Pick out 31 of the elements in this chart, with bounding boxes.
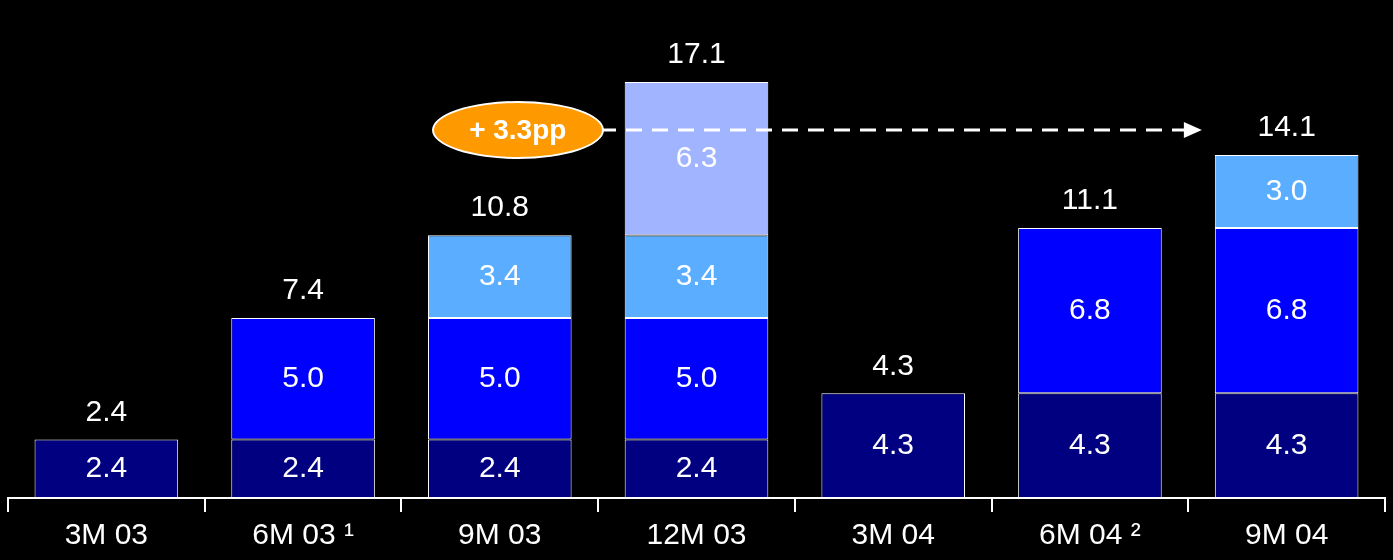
total-label: 10.8 [470, 189, 529, 223]
data-label: 4.3 [1069, 426, 1111, 460]
data-label: 2.4 [478, 450, 521, 484]
data-label: 3.4 [478, 257, 521, 291]
data-label: 4.3 [872, 426, 915, 460]
total-label: 2.4 [85, 393, 128, 427]
x-tick-label: 9M 04 [1244, 517, 1329, 551]
x-tick-label: 12M 03 [646, 517, 747, 551]
data-label: 5.0 [282, 360, 324, 394]
data-label: 3.4 [675, 257, 718, 291]
data-label: 6.8 [1265, 291, 1308, 325]
data-label: 3.0 [1265, 172, 1308, 206]
data-label: 6.8 [1069, 291, 1111, 325]
annotation: + 3.3pp [431, 101, 604, 159]
data-label: 6.3 [675, 139, 718, 173]
total-label: 11.1 [1061, 182, 1119, 216]
total-label: 4.3 [872, 347, 915, 381]
total-label: 17.1 [667, 36, 726, 70]
data-label: 2.4 [675, 450, 718, 484]
total-label: 7.4 [282, 272, 324, 306]
x-tick-label: 3M 03 [64, 517, 149, 551]
data-label: 5.0 [675, 360, 718, 394]
data-label: 4.3 [1265, 426, 1308, 460]
x-tick-label: 3M 04 [851, 517, 935, 551]
data-label: 2.4 [85, 450, 128, 484]
total-label: 14.1 [1257, 109, 1316, 143]
data-label: 2.4 [282, 450, 324, 484]
x-tick-label: 9M 03 [458, 517, 542, 551]
x-tick-label: 6M 04 ² [1039, 517, 1141, 551]
data-label: 5.0 [478, 360, 521, 394]
x-tick-label: 6M 03 ¹ [252, 517, 354, 551]
